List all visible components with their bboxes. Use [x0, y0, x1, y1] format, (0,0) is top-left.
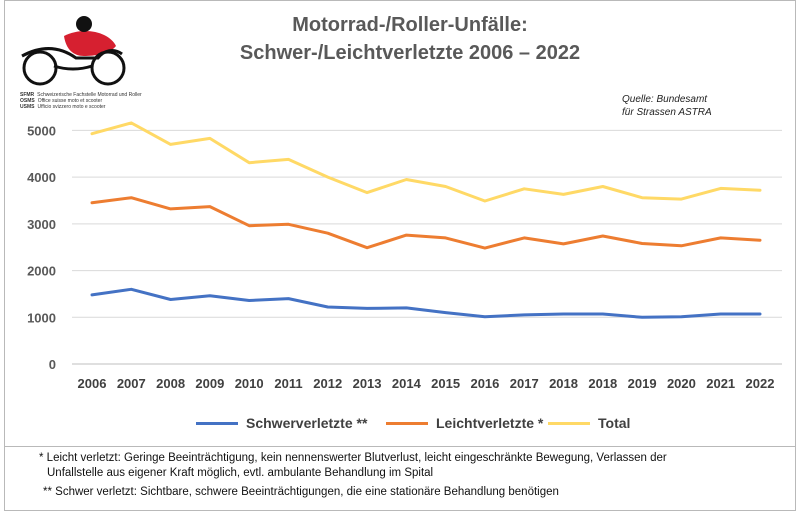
x-tick-label: 2017 — [510, 376, 539, 391]
legend-label: Leichtverletzte * — [436, 415, 544, 431]
x-tick-label: 2019 — [628, 376, 657, 391]
y-tick-label: 2000 — [27, 264, 56, 279]
y-axis-ticks: 0 1000 2000 3000 4000 5000 — [27, 123, 56, 372]
x-tick-label: 2007 — [117, 376, 146, 391]
y-tick-label: 1000 — [27, 310, 56, 325]
x-tick-label: 2020 — [667, 376, 696, 391]
chart-title-line-1: Motorrad-/Roller-Unfälle: — [292, 14, 528, 36]
footnote-leicht-text: * Leicht verletzt: Geringe Beeinträchtig… — [39, 452, 667, 464]
gridlines — [72, 129, 782, 365]
x-tick-label: 2009 — [195, 376, 224, 391]
x-tick-label: 2013 — [353, 376, 382, 391]
legend-label: Total — [598, 415, 631, 431]
logo-line: Ufficio svizzero moto e scooter — [37, 104, 106, 110]
source-line-1: Quelle: Bundesamt — [622, 94, 708, 105]
series-line-1 — [90, 196, 762, 250]
x-tick-label: 2022 — [746, 376, 775, 391]
x-tick-label: 2016 — [470, 376, 499, 391]
footnote-schwer: ** Schwer verletzt: Sichtbare, schwere B… — [43, 486, 559, 498]
legend-label: Schwerverletzte ** — [246, 415, 368, 431]
series-line-2 — [90, 121, 762, 203]
logo-abbr: OSMS — [20, 98, 35, 104]
x-tick-label: 2021 — [706, 376, 735, 391]
y-tick-label: 5000 — [27, 123, 56, 138]
motorcycle-logo-icon — [21, 16, 126, 86]
series-line-0 — [90, 287, 762, 319]
x-tick-label: 2010 — [235, 376, 264, 391]
x-tick-label: 2012 — [313, 376, 342, 391]
footnotes: * Leicht verletzt: Geringe Beeinträchtig… — [4, 447, 796, 511]
x-tick-label: 2011 — [274, 376, 302, 391]
series-lines — [90, 121, 762, 319]
x-axis-ticks: 2006 2007 2008 2009 2010 2011 2012 2013 2014 2015… — [78, 376, 775, 391]
legend-item-leicht: Leichtverletzte * — [386, 415, 543, 431]
logo-abbr: SFMR — [20, 92, 35, 98]
footnote-leicht-cont: Unfallstelle aus eigener Kraft möglich, … — [47, 467, 434, 479]
legend-item-schwer: Schwerverletzte ** — [196, 415, 367, 431]
y-tick-label: 4000 — [27, 170, 56, 185]
x-tick-label: 2014 — [392, 376, 422, 391]
legend-swatch — [386, 421, 428, 425]
source-line-2: für Strassen ASTRA — [622, 107, 712, 118]
y-tick-label: 0 — [49, 357, 56, 372]
logo-abbr: USMS — [20, 104, 35, 110]
chart-title-line-2: Schwer-/Leichtverletzte 2006 – 2022 — [239, 42, 581, 64]
x-tick-label: 2015 — [431, 376, 460, 391]
source-note: Quelle: Bundesamt für Strassen ASTRA — [622, 93, 712, 119]
x-tick-label: 2008 — [156, 376, 185, 391]
x-tick-label: 2006 — [78, 376, 107, 391]
sfmr-logo: SFMR Schweizerische Fachstelle Motorrad u… — [14, 10, 142, 110]
legend-item-total: Total — [548, 415, 630, 431]
logo-line: Schweizerische Fachstelle Motorrad und R… — [37, 92, 142, 98]
footnote-leicht: * Leicht verletzt: Geringe Beeinträchtig… — [39, 451, 759, 481]
y-tick-label: 3000 — [27, 217, 56, 232]
legend-swatch — [548, 421, 590, 425]
legend: Schwerverletzte ** Leichtverletzte * Tot… — [0, 415, 800, 437]
legend-swatch — [196, 421, 238, 425]
x-tick-label: 2018 — [549, 376, 578, 391]
logo-line: Office suisse moto et scooter — [37, 98, 103, 104]
x-tick-label: 2018 — [588, 376, 617, 391]
